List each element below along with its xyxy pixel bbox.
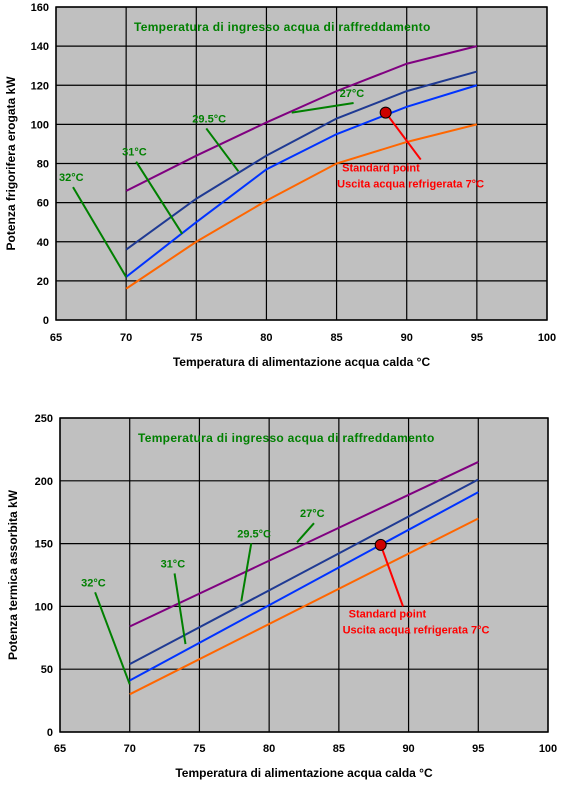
series-leader-line [240, 543, 253, 602]
series-leader-line [205, 127, 240, 172]
series-label: 32°C [59, 172, 84, 184]
x-tick-label: 80 [260, 332, 272, 344]
series-leader-line [94, 591, 131, 685]
series-leader-line [296, 522, 315, 544]
x-tick-label: 65 [54, 743, 66, 755]
y-tick-label: 60 [37, 198, 49, 210]
y-tick-label: 120 [31, 80, 49, 92]
y-tick-label: 0 [43, 315, 49, 327]
series-label: 31°C [161, 558, 186, 570]
standard-point-marker [379, 106, 392, 119]
series-label: 32°C [81, 577, 106, 589]
series-line-2 [125, 70, 478, 251]
standard-point-sublabel: Uscita acqua refrigerata 7°C [343, 625, 490, 637]
x-tick-label: 100 [539, 743, 557, 755]
standard-point-leader [379, 544, 404, 607]
x-tick-label: 90 [402, 743, 414, 755]
y-tick-label: 100 [31, 119, 49, 131]
standard-point-marker [374, 538, 387, 551]
series-label: 29.5°C [237, 528, 271, 540]
x-tick-label: 75 [190, 332, 202, 344]
y-axis-label: Potenza termica assorbita kW [6, 489, 20, 660]
standard-point-label: Standard point [342, 162, 420, 174]
x-tick-label: 70 [124, 743, 136, 755]
chart-title: Temperatura di ingresso acqua di raffred… [134, 20, 431, 34]
x-tick-label: 90 [401, 332, 413, 344]
chart-title: Temperatura di ingresso acqua di raffred… [138, 431, 435, 445]
series-line-1 [125, 45, 478, 192]
plot-frame [59, 417, 549, 733]
x-tick-label: 100 [538, 332, 556, 344]
series-line-4 [125, 123, 478, 290]
x-axis-label: Temperatura di alimentazione acqua calda… [175, 766, 433, 780]
x-tick-label: 75 [193, 743, 205, 755]
series-label: 27°C [300, 508, 325, 520]
standard-point-label: Standard point [349, 609, 427, 621]
series-line-3 [129, 491, 479, 682]
series-label: 27°C [340, 88, 365, 100]
plot-frame [55, 6, 548, 321]
series-leader-line [135, 161, 184, 235]
x-tick-label: 85 [330, 332, 342, 344]
y-tick-label: 160 [31, 2, 49, 14]
series-line-2 [129, 478, 479, 666]
y-tick-label: 150 [35, 539, 53, 551]
series-leader-line [173, 573, 187, 645]
y-tick-label: 40 [37, 237, 49, 249]
x-tick-label: 65 [50, 332, 62, 344]
y-tick-label: 140 [31, 41, 49, 53]
plot-area [60, 418, 548, 732]
y-tick-label: 50 [41, 664, 53, 676]
x-tick-label: 85 [333, 743, 345, 755]
x-tick-label: 80 [263, 743, 275, 755]
y-tick-label: 100 [35, 601, 53, 613]
chart-1: 65 70 75 80 85 90 95 100 0 20 40 60 80 100 120 140 160 Te… [4, 2, 556, 369]
y-tick-label: 20 [37, 276, 49, 288]
y-tick-label: 0 [47, 727, 53, 739]
x-axis-label: Temperatura di alimentazione acqua calda… [173, 355, 431, 369]
y-axis-label: Potenza frigorifera erogata kW [4, 76, 18, 251]
x-tick-label: 70 [120, 332, 132, 344]
standard-point-sublabel: Uscita acqua refrigerata 7°C [337, 178, 484, 190]
series-leader-line [291, 101, 354, 114]
y-tick-label: 250 [35, 413, 53, 425]
x-tick-label: 95 [472, 743, 484, 755]
chart-2: 65 70 75 80 85 90 95 100 0 50 100 150 200 250 Temperat… [6, 413, 557, 780]
series-leader-line [72, 186, 128, 278]
series-label: 29.5°C [192, 113, 226, 125]
series-label: 31°C [122, 147, 147, 159]
y-tick-label: 200 [35, 476, 53, 488]
series-line-4 [129, 517, 479, 696]
series-line-3 [125, 84, 478, 278]
series-line-1 [129, 461, 479, 628]
standard-point-leader [384, 112, 422, 161]
x-tick-label: 95 [471, 332, 483, 344]
y-tick-label: 80 [37, 159, 49, 171]
